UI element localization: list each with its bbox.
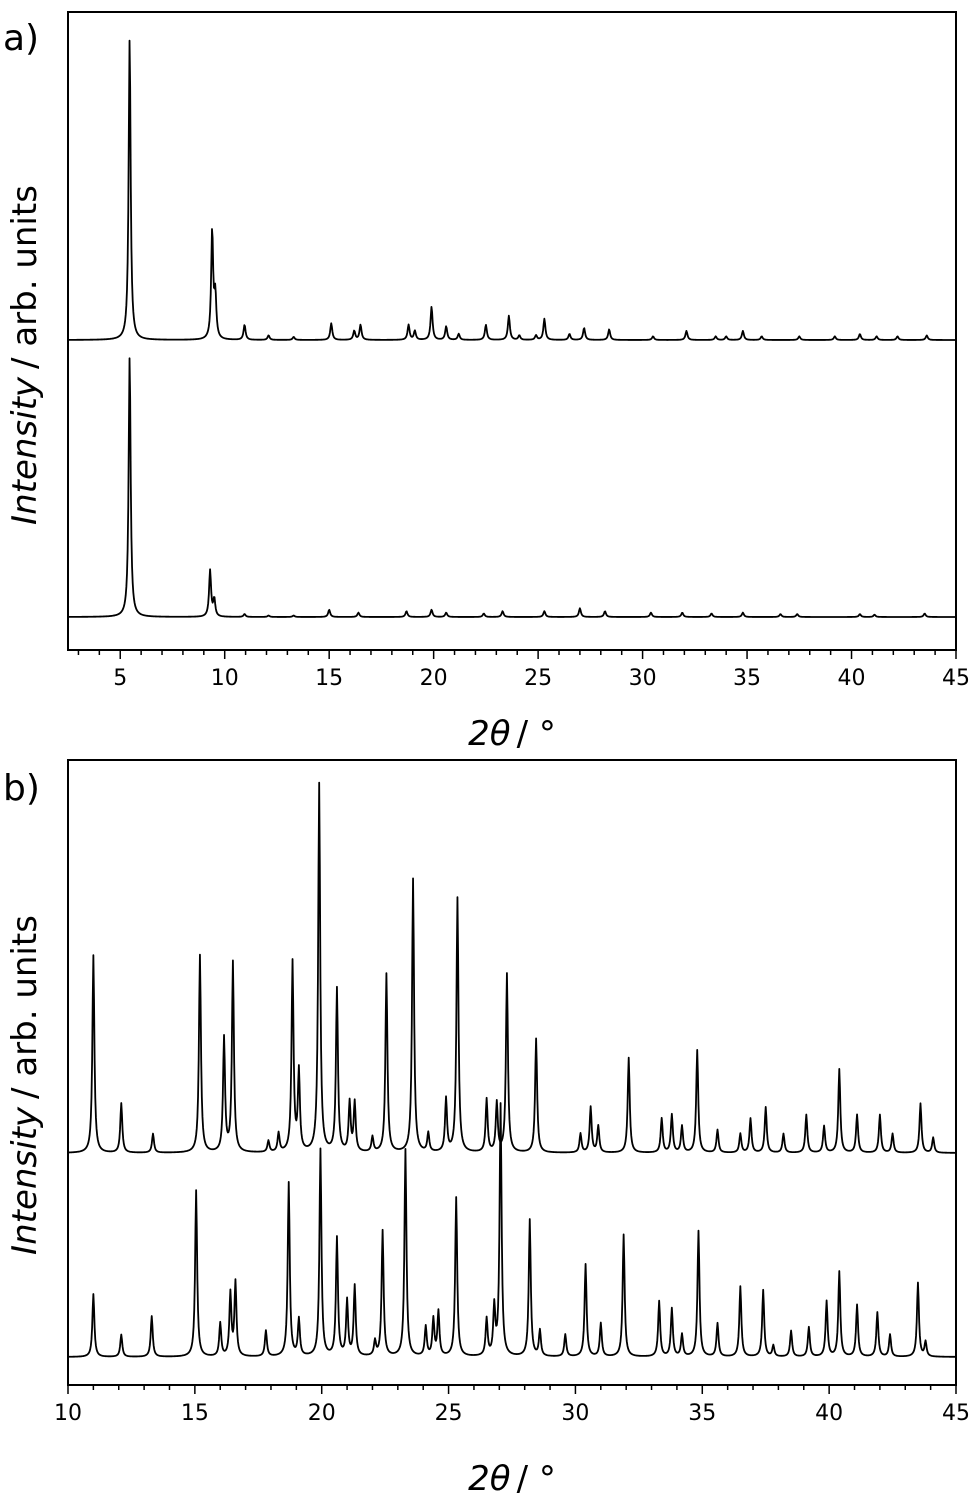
x-axis-label: 2θ / ° (468, 714, 556, 754)
panel-b: b) 10 15 20 25 30 35 40 45 2θ / ° Intensity / arb. u… (3, 759, 970, 1498)
series-line-lower (67, 357, 957, 618)
x-tick-label: 40 (815, 1401, 843, 1426)
series-line-lower (67, 1102, 957, 1358)
x-tick-label: 15 (181, 1401, 209, 1426)
y-axis-label-rest: / arb. units (5, 915, 45, 1099)
x-tick-label: 20 (308, 1401, 336, 1426)
x-axis-label-unit: / ° (517, 1459, 556, 1498)
x-tick-label: 30 (629, 666, 657, 691)
x-tick-label: 25 (435, 1401, 463, 1426)
x-tick-label: 40 (838, 666, 866, 691)
x-tick-label: 45 (942, 666, 970, 691)
x-tick-label: 10 (54, 1401, 82, 1426)
x-tick-label: 45 (942, 1401, 970, 1426)
series-line-upper (67, 781, 957, 1154)
x-tick-label: 20 (420, 666, 448, 691)
series-line-upper (67, 39, 957, 341)
x-tick-label: 35 (733, 666, 761, 691)
x-tick-label: 10 (211, 666, 239, 691)
y-axis-label: Intensity / arb. units (5, 185, 45, 525)
panel-a: a) 5 10 15 20 25 30 35 40 45 2θ / ° Intensity / arb. … (3, 11, 970, 754)
plot-frame (67, 11, 957, 651)
x-tick-label: 35 (688, 1401, 716, 1426)
x-tick-label: 15 (315, 666, 343, 691)
x-tick-label: 25 (524, 666, 552, 691)
plot-frame (67, 759, 957, 1386)
y-axis-label-italic: Intensity (5, 376, 45, 525)
panel-label: b) (3, 768, 40, 809)
x-axis-label-unit: / ° (517, 714, 556, 754)
panel-label: a) (3, 18, 39, 59)
x-axis-label-symbol: 2θ (468, 714, 511, 754)
x-axis-label-symbol: 2θ (468, 1459, 511, 1498)
y-axis-label: Intensity / arb. units (5, 915, 45, 1255)
x-tick-label: 30 (561, 1401, 589, 1426)
y-axis-label-rest: / arb. units (5, 185, 45, 369)
x-axis-label: 2θ / ° (468, 1459, 556, 1498)
x-tick-label: 5 (113, 666, 127, 691)
y-axis-label-italic: Intensity (5, 1106, 45, 1255)
